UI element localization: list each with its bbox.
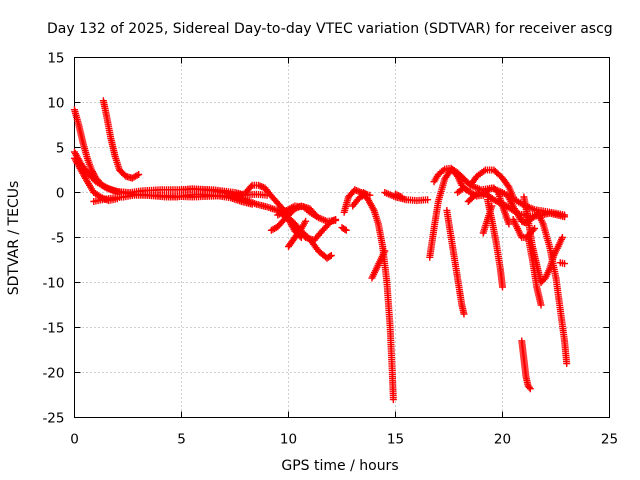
x-tick-label: 25 — [601, 432, 618, 448]
y-tick-label: -25 — [42, 411, 64, 427]
y-tick-label: 10 — [47, 96, 64, 112]
series-arc-17 — [392, 190, 406, 201]
data-point — [362, 190, 370, 198]
series-arc-29 — [518, 337, 534, 393]
data-point — [563, 360, 571, 367]
series-arc-10 — [274, 202, 340, 225]
x-tick-label: 15 — [387, 432, 404, 448]
data-point — [525, 383, 533, 391]
series-arc-26 — [479, 202, 496, 237]
series-arc-16 — [381, 189, 432, 205]
series-arc-21 — [443, 207, 468, 318]
data-point — [439, 166, 447, 174]
series-arc-4 — [99, 97, 143, 182]
data-point — [488, 202, 496, 210]
series-arc-11 — [285, 217, 310, 250]
data-point — [364, 191, 372, 199]
series-arc-18 — [368, 247, 389, 282]
data-point — [561, 260, 569, 268]
series-arc-23 — [466, 166, 517, 201]
y-tick-label: 0 — [56, 186, 65, 202]
data-point — [505, 220, 513, 228]
data-point — [495, 198, 503, 206]
data-point — [526, 385, 534, 393]
data-point — [332, 216, 340, 224]
axis-ticks: 0 5 10 15 20 25 15 10 5 0 -5 -10 -15 -20 -25 — [42, 51, 618, 448]
data-point — [302, 217, 310, 225]
data-points — [71, 97, 571, 403]
series-arc-12 — [338, 224, 350, 234]
x-tick-label: 10 — [280, 432, 297, 448]
x-tick-label: 0 — [70, 432, 79, 448]
data-point — [381, 247, 389, 255]
data-point — [389, 396, 397, 403]
data-point — [460, 310, 468, 318]
series-arc-13 — [340, 186, 397, 403]
data-point — [135, 171, 143, 178]
y-tick-label: -15 — [42, 321, 64, 337]
y-tick-label: -5 — [51, 231, 64, 247]
y-tick-label: -10 — [42, 276, 64, 292]
data-point — [537, 301, 545, 309]
data-point — [558, 234, 566, 241]
grid — [74, 57, 610, 418]
series-arc-33 — [556, 259, 569, 268]
y-tick-label: 15 — [47, 51, 64, 67]
x-tick-label: 5 — [177, 432, 186, 448]
data-point — [499, 283, 506, 291]
series-arc-31 — [524, 234, 545, 309]
y-tick-label: -20 — [42, 366, 64, 382]
chart-title: Day 132 of 2025, Sidereal Day-to-day VTE… — [47, 21, 613, 37]
data-point — [133, 171, 141, 179]
y-tick-label: 5 — [56, 141, 65, 157]
data-point — [326, 252, 334, 260]
data-point — [342, 226, 350, 234]
x-axis-label: GPS time / hours — [281, 458, 398, 474]
series-arc-15 — [359, 189, 372, 199]
data-point — [327, 252, 335, 259]
y-axis-label: SDTVAR / TECUs — [6, 181, 22, 296]
data-point — [561, 213, 569, 221]
data-point — [341, 225, 349, 233]
data-point — [398, 193, 406, 201]
data-point — [424, 196, 432, 204]
series-arc-32 — [533, 207, 571, 367]
x-tick-label: 20 — [494, 432, 511, 448]
data-point — [247, 183, 255, 191]
